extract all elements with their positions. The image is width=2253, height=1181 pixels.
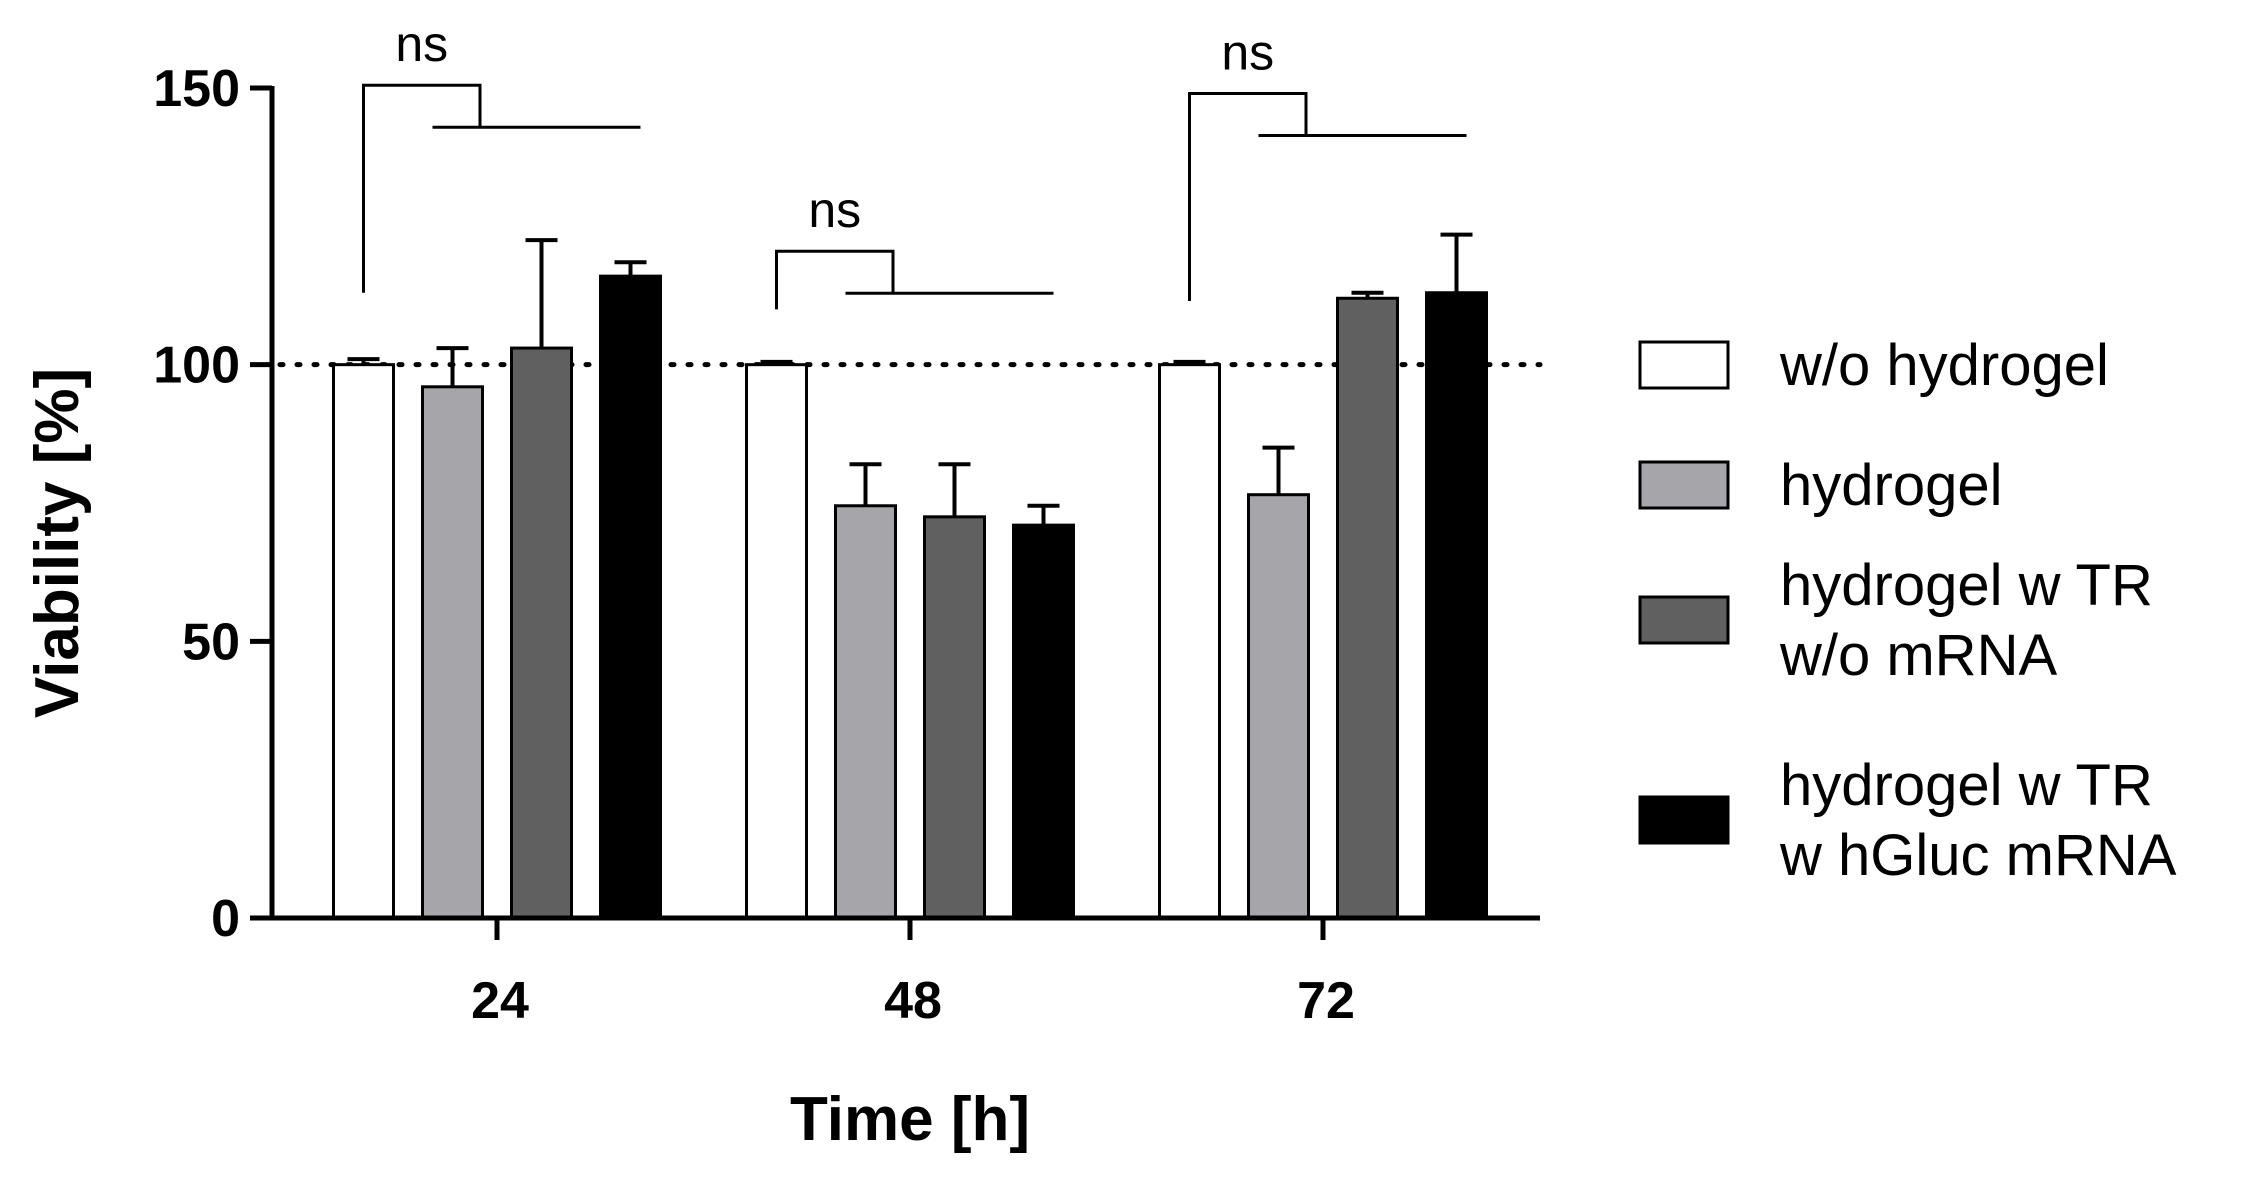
y-tick-label-0: 0 [211, 890, 240, 948]
significance-bracket-24 [362, 83, 482, 293]
legend-label-2-line-0: hydrogel w TR [1780, 553, 2153, 618]
legend-item-2: hydrogel w TRw/o mRNA [1638, 553, 2153, 688]
significance-bracket-48 [775, 249, 895, 310]
legend-label-0-line-0: w/o hydrogel [1779, 333, 2109, 398]
legend-swatch-0 [1638, 340, 1730, 390]
bar-72-series-1 [1247, 493, 1310, 920]
y-tick-label-100: 100 [153, 337, 240, 395]
bar-72-series-3 [1425, 291, 1488, 920]
significance-label-24: ns [395, 16, 448, 72]
legend-swatch-3 [1638, 795, 1730, 845]
legend-label-3-line-1: w hGluc mRNA [1779, 823, 2177, 888]
bars-group [332, 274, 1488, 920]
legend-item-1: hydrogel [1638, 453, 2002, 518]
significance-label-48: ns [808, 182, 861, 238]
legend-swatch-1 [1638, 460, 1730, 510]
significance-label-72: ns [1221, 25, 1274, 81]
x-tick-label-24: 24 [471, 972, 529, 1030]
legend-label-1-line-0: hydrogel [1780, 453, 2002, 518]
legend-item-3: hydrogel w TRw hGluc mRNA [1638, 753, 2177, 888]
y-tick-label-150: 150 [153, 60, 240, 118]
bar-72-series-0 [1158, 363, 1221, 920]
bar-48-series-1 [834, 504, 897, 920]
legend-label-3-line-0: hydrogel w TR [1780, 753, 2153, 818]
axes-group: 0 50 100 150 24 48 72 [153, 60, 1540, 1030]
bar-48-series-2 [923, 515, 986, 920]
bar-24-series-1 [421, 385, 484, 920]
bar-24-series-0 [332, 363, 395, 920]
error-bars-group [347, 232, 1473, 526]
x-axis-title: Time [h] [790, 1085, 1030, 1154]
bar-24-series-3 [599, 274, 662, 920]
legend-label-2-line-1: w/o mRNA [1779, 623, 2057, 688]
y-tick-label-50: 50 [182, 613, 240, 671]
x-tick-label-72: 72 [1297, 972, 1355, 1030]
legend-swatch-2 [1638, 595, 1730, 645]
significance-bracket-72 [1188, 92, 1308, 302]
significance-group: ns ns ns [362, 16, 1467, 310]
legend-item-0: w/o hydrogel [1638, 333, 2109, 398]
y-axis-title: Viability [%] [23, 368, 92, 718]
bar-24-series-2 [510, 346, 573, 920]
x-tick-label-48: 48 [884, 972, 942, 1030]
bar-48-series-3 [1012, 523, 1075, 920]
bar-48-series-0 [745, 363, 808, 920]
bar-72-series-2 [1336, 296, 1399, 920]
